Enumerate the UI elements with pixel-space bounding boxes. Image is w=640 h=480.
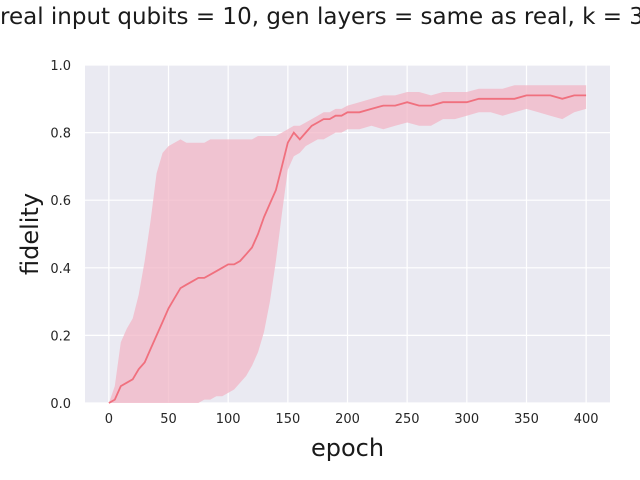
x-tick-labels: 0 50 100 150 200 250 300 350 400	[105, 412, 599, 427]
x-tick-label: 400	[574, 412, 599, 427]
confidence-band	[108, 85, 587, 404]
y-tick-label: 0.6	[50, 194, 71, 209]
y-tick-label: 0.2	[50, 329, 71, 344]
y-tick-label: 0.0	[50, 397, 71, 412]
y-tick-label: 0.8	[50, 127, 71, 142]
y-tick-label: 0.4	[50, 262, 71, 277]
x-tick-label: 200	[335, 412, 360, 427]
x-tick-label: 250	[395, 412, 420, 427]
y-tick-label: 1.0	[50, 59, 71, 74]
fidelity-line	[108, 94, 587, 404]
x-tick-label: 0	[105, 412, 113, 427]
x-axis-label: epoch	[311, 434, 384, 462]
x-tick-label: 50	[160, 412, 177, 427]
chart-title: real input qubits = 10, gen layers = sam…	[0, 4, 640, 30]
x-tick-label: 300	[454, 412, 479, 427]
y-axis-label: fidelity	[16, 193, 44, 275]
x-tick-label: 100	[216, 412, 241, 427]
x-tick-label: 350	[514, 412, 539, 427]
y-tick-labels: 0.0 0.2 0.4 0.6 0.8 1.0	[50, 59, 71, 412]
x-tick-label: 150	[275, 412, 300, 427]
